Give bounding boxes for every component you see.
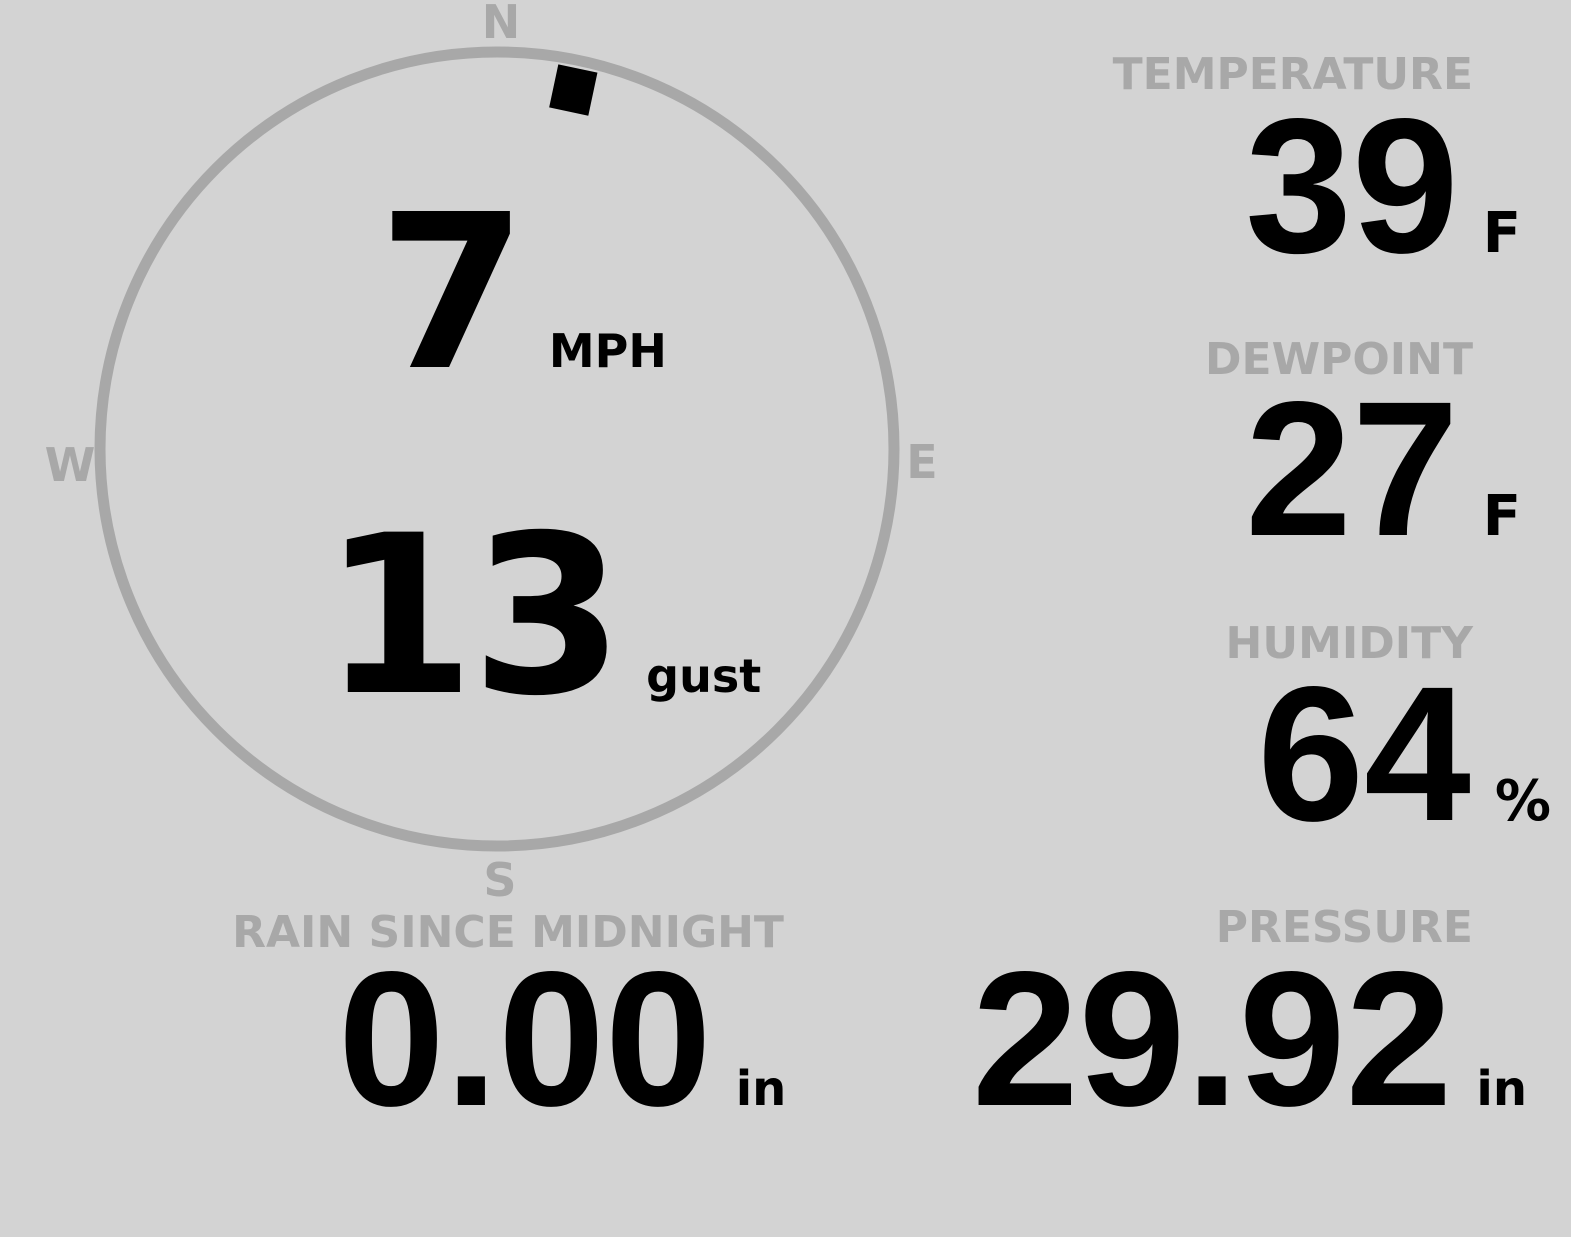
compass-east: E [906,435,938,489]
dewpoint-label: DEWPOINT [1205,334,1473,385]
wind-speed-value: 7 [378,169,527,418]
temperature-value: 39 [1245,78,1459,293]
compass-north: N [481,0,521,49]
pressure-unit: in [1476,1061,1527,1117]
compass-south: S [483,853,517,907]
wind-speed: 7 MPH [378,187,667,401]
dewpoint-unit: F [1482,484,1521,549]
wind-direction-marker [549,64,598,116]
rain-label: RAIN SINCE MIDNIGHT [232,907,784,958]
compass-west: W [44,438,96,492]
rain-unit: in [735,1061,787,1117]
dewpoint-value: 27 [1245,361,1459,576]
pressure-reading: 29.92 in [972,943,1527,1135]
humidity-reading: 64 % [1257,658,1551,850]
wind-speed-unit: MPH [548,324,667,378]
temperature-label: TEMPERATURE [1112,49,1473,100]
rain-reading: 0.00 in [338,943,786,1135]
wind-gust-label: gust [646,649,762,703]
humidity-label: HUMIDITY [1225,618,1473,669]
compass-ring [94,46,900,852]
temperature-unit: F [1482,201,1521,266]
wind-gust: 13 gust [322,506,761,726]
rain-value: 0.00 [338,931,712,1146]
wind-gust-value: 13 [322,488,624,744]
temperature-reading: 39 F [1245,90,1521,282]
pressure-label: PRESSURE [1215,902,1473,953]
dewpoint-reading: 27 F [1245,373,1521,565]
humidity-value: 64 [1257,646,1471,861]
pressure-value: 29.92 [971,931,1453,1146]
humidity-unit: % [1494,769,1551,834]
